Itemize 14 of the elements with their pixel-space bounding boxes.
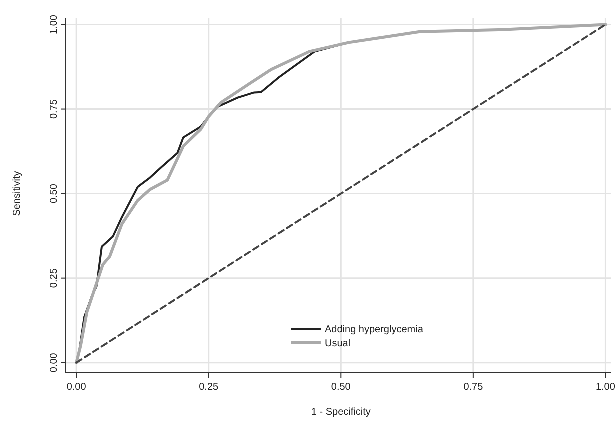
y-tick-label: 0.25	[49, 268, 60, 288]
y-axis-title: Sensitivity	[12, 171, 23, 216]
y-tick-label: 0.00	[49, 352, 60, 373]
y-tick-label: 1.00	[49, 14, 60, 34]
x-tick-label: 0.75	[464, 382, 484, 393]
y-tick-label: 0.75	[49, 99, 60, 120]
x-tick-label: 0.50	[331, 382, 352, 393]
legend-label: Adding hyperglycemia	[325, 324, 424, 336]
legend-label: Usual	[325, 338, 351, 350]
x-axis-title: 1 - Specificity	[311, 407, 371, 418]
x-tick-label: 0.00	[66, 382, 87, 393]
x-tick-label: 1.00	[596, 382, 615, 393]
y-tick-label: 0.50	[49, 184, 60, 204]
x-tick-label: 0.25	[199, 382, 220, 393]
